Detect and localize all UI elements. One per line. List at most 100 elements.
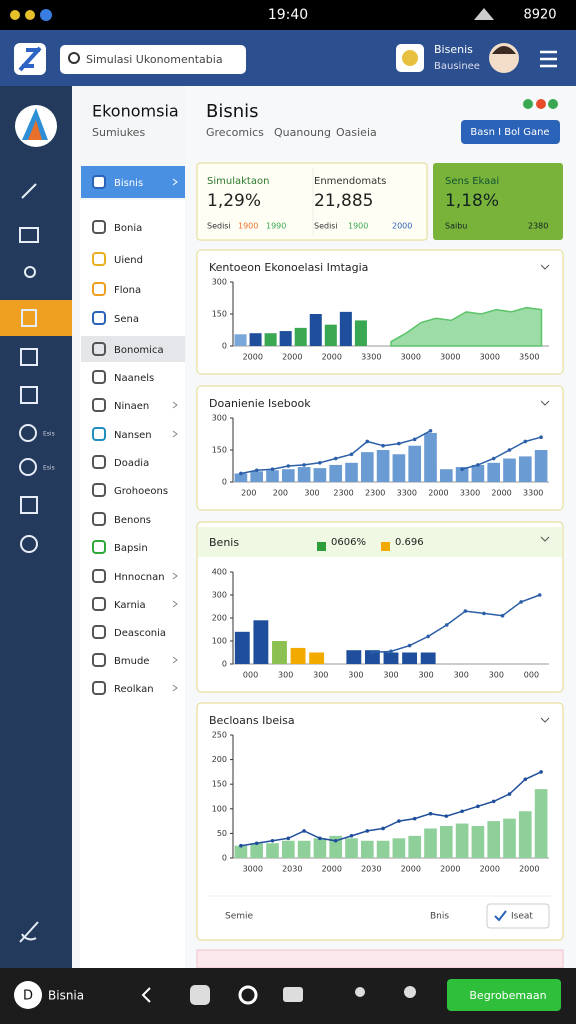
line-point xyxy=(539,435,543,440)
nav-item[interactable]: Bmude xyxy=(114,656,149,667)
bar-icon[interactable] xyxy=(404,986,416,998)
bar xyxy=(345,462,358,482)
tab[interactable]: Oasieia xyxy=(336,126,377,139)
search-box[interactable] xyxy=(60,45,246,74)
stat-foot: Sedisi xyxy=(314,222,338,231)
bar-icon[interactable] xyxy=(238,985,258,1005)
chart-title: Benis xyxy=(209,536,239,549)
battery: 8920 xyxy=(523,8,556,23)
bar xyxy=(266,843,279,858)
status-icon xyxy=(40,9,52,21)
chart-collapse[interactable] xyxy=(540,400,550,406)
bar xyxy=(346,650,362,664)
x-tick-label: 2000 xyxy=(480,865,500,874)
primary-button[interactable] xyxy=(447,979,561,1011)
nav-item[interactable]: Benons xyxy=(114,515,151,526)
chart-collapse[interactable] xyxy=(540,536,550,542)
sidebar-icon[interactable] xyxy=(20,348,38,366)
nav-item[interactable]: Hnnocnan xyxy=(114,572,165,583)
sidebar-icon[interactable] xyxy=(19,921,39,943)
sidebar-icon[interactable] xyxy=(20,386,38,404)
chart-collapse[interactable] xyxy=(540,264,550,270)
bar xyxy=(408,445,422,482)
nav-item-hover[interactable] xyxy=(81,336,185,362)
chart-collapse[interactable] xyxy=(540,717,550,723)
bar xyxy=(272,641,287,664)
brand: Bisnia xyxy=(48,989,84,1003)
x-tick-label: 2000 xyxy=(243,353,263,362)
nav-item[interactable]: Uiend xyxy=(114,255,143,266)
x-tick-label: 2000 xyxy=(491,489,511,498)
x-tick-label: 3000 xyxy=(480,353,500,362)
x-tick-label: 2030 xyxy=(282,865,302,874)
sidebar-icon[interactable] xyxy=(21,309,37,327)
line-point xyxy=(463,609,468,613)
chevron xyxy=(172,600,178,608)
bar xyxy=(234,473,248,482)
back-button[interactable] xyxy=(141,987,151,1003)
line-point xyxy=(254,468,259,473)
bar xyxy=(487,821,501,858)
nav-item[interactable]: Karnia xyxy=(114,600,146,611)
sidebar-icon[interactable] xyxy=(19,424,37,442)
logo-glyph xyxy=(18,46,42,72)
stat-foot: 1990 xyxy=(266,222,286,231)
nav-item[interactable]: Bonomica xyxy=(114,345,164,356)
sidebar-icon[interactable] xyxy=(21,183,37,199)
nav-item-icon xyxy=(92,597,106,611)
nav-item[interactable]: Grohoeons xyxy=(114,486,168,497)
bar-icon[interactable] xyxy=(283,987,303,1002)
line-point xyxy=(397,441,401,446)
nav-item[interactable]: Bisnis xyxy=(114,178,143,189)
x-tick-label: 3000 xyxy=(401,353,421,362)
nav-item[interactable]: Deasconia xyxy=(114,628,166,639)
nav-item-icon xyxy=(92,175,106,189)
bar-icon[interactable] xyxy=(355,987,365,997)
sidebar-icons xyxy=(19,183,39,943)
bar xyxy=(345,838,358,858)
bar xyxy=(309,652,325,664)
stat-foot: 2380 xyxy=(528,222,548,231)
line-point xyxy=(491,456,496,461)
tab[interactable]: Quanoung xyxy=(274,126,331,139)
action-button[interactable] xyxy=(461,120,560,144)
sidebar-icon[interactable] xyxy=(24,266,36,278)
badge[interactable] xyxy=(14,981,42,1009)
y-tick-label: 300 xyxy=(212,591,227,600)
stats-card xyxy=(196,162,428,241)
bar-icon[interactable] xyxy=(190,985,210,1005)
bar xyxy=(313,838,327,858)
tab[interactable]: Grecomics xyxy=(206,126,264,139)
x-tick-label: 3300 xyxy=(361,353,381,362)
nav-item[interactable]: Flona xyxy=(114,285,141,296)
avatar-hair xyxy=(492,46,516,54)
nav-item[interactable]: Sena xyxy=(114,314,139,325)
sidebar-icon[interactable] xyxy=(19,227,39,243)
line xyxy=(461,436,542,470)
nav-item[interactable]: Nansen xyxy=(114,430,152,441)
x-tick-label: 3300 xyxy=(460,489,480,498)
line-point xyxy=(239,471,243,476)
primary-button-label: Begrobemaan xyxy=(469,989,546,1002)
nav-item[interactable]: Naanels xyxy=(114,373,154,384)
line-point xyxy=(254,841,259,846)
bar xyxy=(324,324,337,346)
sidebar-icon[interactable] xyxy=(20,535,38,553)
sidebar-icon[interactable] xyxy=(19,458,37,476)
nav-item[interactable]: Bapsin xyxy=(114,543,148,554)
wifi xyxy=(474,8,494,20)
nav-item[interactable]: Bonia xyxy=(114,223,142,234)
nav-item[interactable]: Reolkan xyxy=(114,684,154,695)
line-point xyxy=(333,838,338,843)
line-point xyxy=(444,623,449,627)
nav-item[interactable]: Doadia xyxy=(114,458,149,469)
bar xyxy=(294,327,307,346)
y-tick-label: 50 xyxy=(217,829,227,838)
bar xyxy=(234,334,247,346)
nav-item[interactable]: Ninaen xyxy=(114,401,149,412)
footer-toggle[interactable] xyxy=(486,903,550,929)
sidebar-icon[interactable] xyxy=(20,496,38,514)
menu-button[interactable] xyxy=(540,50,557,68)
x-tick-label: 3500 xyxy=(519,353,539,362)
x-tick-label: 2000 xyxy=(440,865,460,874)
